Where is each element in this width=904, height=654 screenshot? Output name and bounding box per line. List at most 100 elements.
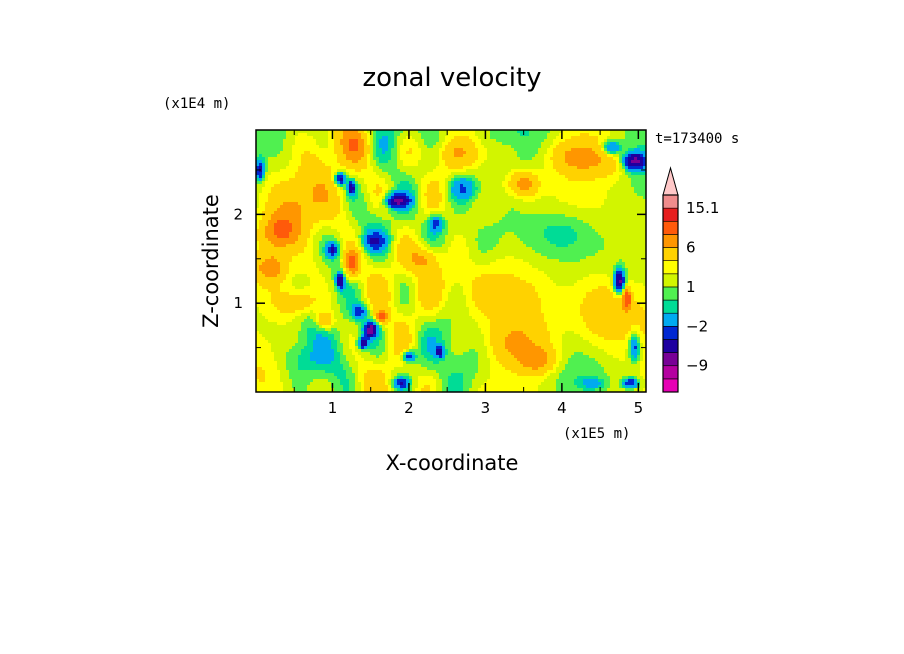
field-cell [268,226,272,230]
field-cell [394,208,398,212]
field-cell [571,133,575,137]
field-cell [271,160,275,164]
field-cell [487,157,491,161]
field-cell [445,181,449,185]
field-cell [358,148,362,152]
field-cell [568,202,572,206]
field-cell [583,142,587,146]
field-cell [424,190,428,194]
field-cell [370,145,374,149]
field-cell [403,229,407,233]
field-cell [298,238,302,242]
field-cell [466,169,470,173]
field-cell [601,238,605,242]
field-cell [379,232,383,236]
field-cell [466,199,470,203]
field-cell [364,154,368,158]
field-cell [529,151,533,155]
field-cell [265,229,269,233]
field-cell [361,190,365,194]
field-cell [352,220,356,224]
field-cell [376,211,380,215]
field-cell [391,238,395,242]
field-cell [475,136,479,140]
field-cell [499,190,503,194]
field-cell [517,187,521,191]
field-cell [622,130,626,134]
field-cell [406,226,410,230]
field-cell [631,160,635,164]
field-cell [418,163,422,167]
field-cell [304,184,308,188]
field-cell [280,196,284,200]
field-cell [301,211,305,215]
field-cell [493,175,497,179]
field-cell [514,202,518,206]
field-cell [319,202,323,206]
field-cell [550,232,554,236]
field-cell [601,139,605,143]
field-cell [442,157,446,161]
field-cell [502,235,506,239]
field-cell [388,181,392,185]
field-cell [382,163,386,167]
field-cell [388,211,392,215]
field-cell [343,244,347,248]
field-cell [325,226,329,230]
field-cell [550,205,554,209]
field-cell [343,154,347,158]
field-cell [520,223,524,227]
field-cell [556,241,560,245]
field-cell [613,181,617,185]
field-cell [625,202,629,206]
field-cell [307,190,311,194]
field-cell [325,199,329,203]
field-cell [502,139,506,143]
field-cell [322,154,326,158]
field-cell [484,202,488,206]
field-cell [316,235,320,239]
field-cell [328,217,332,221]
field-cell [340,223,344,227]
field-cell [445,211,449,215]
field-cell [451,226,455,230]
field-cell [457,190,461,194]
field-cell [619,220,623,224]
field-cell [286,205,290,209]
field-cell [304,241,308,245]
field-cell [640,160,644,164]
field-cell [412,220,416,224]
field-cell [319,223,323,227]
field-cell [406,151,410,155]
field-cell [556,136,560,140]
field-cell [361,142,365,146]
field-cell [604,181,608,185]
field-cell [364,130,368,134]
field-cell [613,238,617,242]
field-cell [295,145,299,149]
field-cell [514,154,518,158]
field-cell [631,139,635,143]
field-cell [580,187,584,191]
field-cell [490,202,494,206]
field-cell [538,205,542,209]
field-cell [442,235,446,239]
field-cell [445,151,449,155]
field-cell [415,184,419,188]
field-cell [463,130,467,134]
field-cell [484,142,488,146]
field-cell [622,163,626,167]
field-cell [484,193,488,197]
field-cell [319,232,323,236]
field-cell [427,145,431,149]
field-cell [454,157,458,161]
field-cell [508,184,512,188]
field-cell [451,154,455,158]
field-cell [550,145,554,149]
field-cell [520,199,524,203]
field-cell [508,178,512,182]
field-cell [445,232,449,236]
field-cell [496,178,500,182]
field-cell [259,229,263,233]
field-cell [307,163,311,167]
